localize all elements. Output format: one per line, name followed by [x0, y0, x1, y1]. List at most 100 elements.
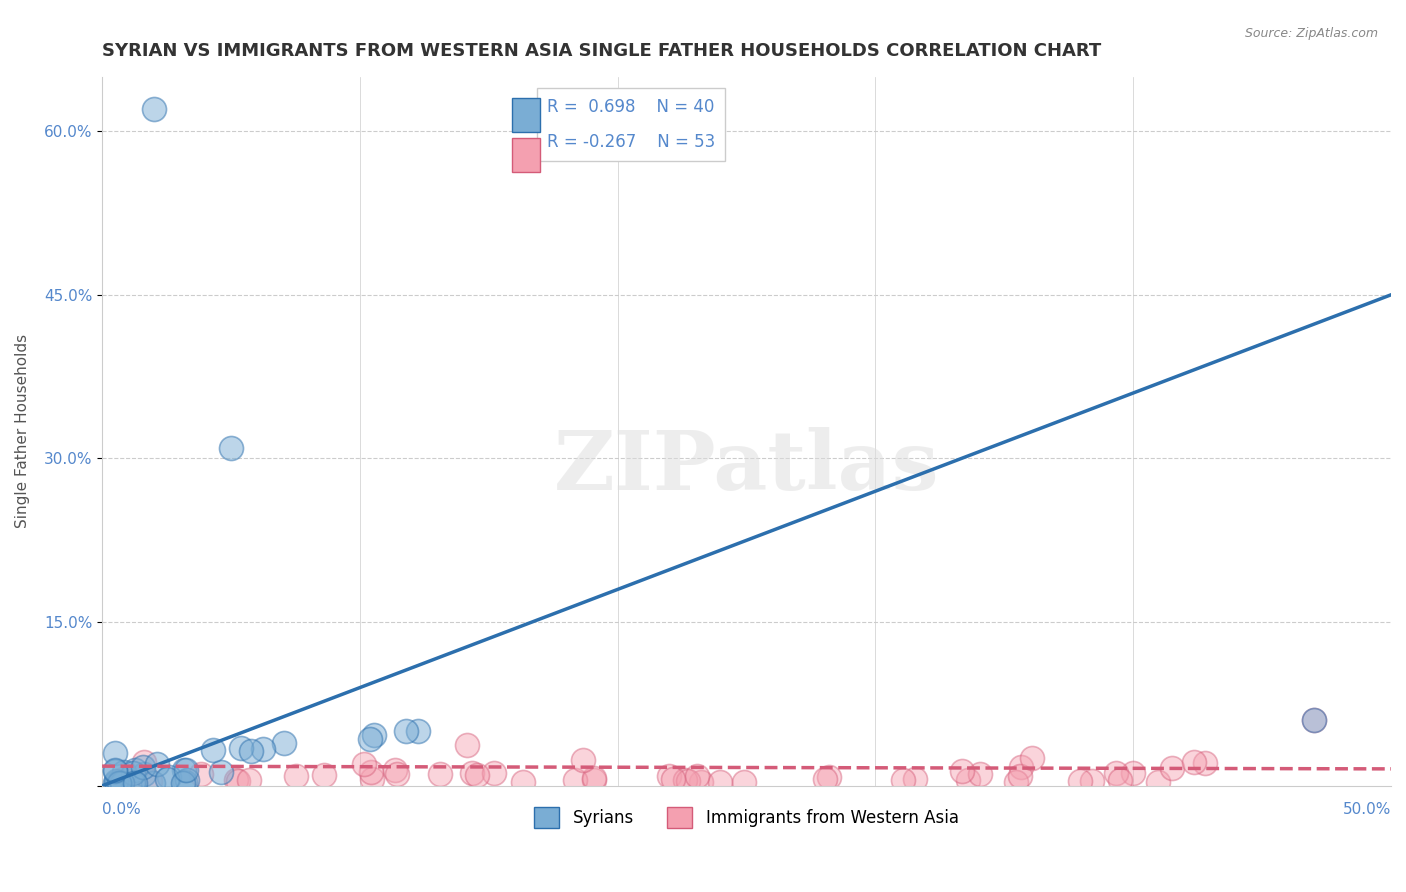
Point — [658, 769, 681, 783]
Point — [228, 773, 250, 788]
Point — [686, 769, 709, 783]
Point — [132, 760, 155, 774]
Point — [512, 774, 534, 789]
Point — [314, 768, 336, 782]
Point — [219, 441, 242, 455]
Text: Source: ZipAtlas.com: Source: ZipAtlas.com — [1244, 27, 1378, 40]
Point — [111, 772, 134, 786]
Point — [817, 770, 839, 784]
Point — [110, 775, 132, 789]
Point — [1302, 714, 1324, 728]
Point — [225, 773, 247, 788]
Point — [460, 766, 482, 780]
Point — [104, 764, 127, 778]
Point — [582, 771, 605, 785]
Point — [142, 103, 165, 117]
Point — [673, 773, 696, 788]
Point — [814, 772, 837, 786]
Point — [132, 755, 155, 769]
Point — [1161, 761, 1184, 775]
Point — [690, 775, 713, 789]
Point — [457, 739, 479, 753]
Point — [124, 775, 146, 789]
Point — [360, 765, 382, 780]
Point — [429, 766, 451, 780]
Point — [122, 765, 145, 780]
Point — [1302, 714, 1324, 728]
Point — [124, 764, 146, 778]
Point — [111, 775, 134, 789]
Point — [146, 757, 169, 772]
Point — [709, 775, 731, 789]
Point — [1005, 775, 1028, 789]
Point — [482, 766, 505, 780]
Point — [122, 775, 145, 789]
Point — [139, 774, 162, 789]
Point — [1182, 756, 1205, 770]
Point — [104, 746, 127, 760]
Text: SYRIAN VS IMMIGRANTS FROM WESTERN ASIA SINGLE FATHER HOUSEHOLDS CORRELATION CHAR: SYRIAN VS IMMIGRANTS FROM WESTERN ASIA S… — [103, 42, 1101, 60]
Point — [104, 775, 127, 789]
Point — [353, 757, 375, 772]
Point — [1021, 751, 1043, 765]
Point — [1122, 765, 1144, 780]
Point — [156, 772, 179, 786]
Point — [583, 772, 606, 787]
Point — [173, 763, 195, 777]
Point — [229, 741, 252, 756]
Point — [467, 768, 489, 782]
Point — [904, 772, 927, 787]
Text: 50.0%: 50.0% — [1343, 802, 1391, 817]
Point — [1010, 760, 1032, 774]
Point — [363, 728, 385, 742]
Point — [950, 764, 973, 779]
Point — [359, 731, 381, 746]
Point — [387, 766, 409, 780]
Point — [157, 771, 180, 785]
Point — [957, 772, 980, 787]
Point — [284, 769, 307, 783]
Point — [384, 763, 406, 777]
Point — [202, 743, 225, 757]
Point — [1081, 773, 1104, 788]
Point — [112, 764, 135, 779]
Point — [176, 763, 198, 777]
FancyBboxPatch shape — [512, 138, 540, 172]
Point — [110, 775, 132, 789]
Point — [174, 775, 197, 789]
Point — [108, 775, 131, 789]
Point — [661, 772, 683, 786]
Point — [676, 774, 699, 789]
Point — [1010, 769, 1032, 783]
Point — [1069, 774, 1091, 789]
Point — [1108, 773, 1130, 788]
Point — [733, 775, 755, 789]
Text: 0.0%: 0.0% — [103, 802, 141, 817]
Text: ZIPatlas: ZIPatlas — [554, 426, 939, 507]
Point — [172, 775, 194, 789]
Point — [134, 766, 156, 780]
Point — [273, 736, 295, 750]
Y-axis label: Single Father Households: Single Father Households — [15, 334, 30, 528]
Point — [107, 775, 129, 789]
Point — [142, 775, 165, 789]
Point — [1146, 774, 1168, 789]
Point — [1105, 765, 1128, 780]
Point — [176, 772, 198, 787]
Point — [209, 764, 232, 779]
Point — [252, 742, 274, 756]
Point — [891, 773, 914, 788]
Point — [406, 724, 429, 739]
Point — [360, 772, 382, 786]
Point — [572, 753, 595, 767]
FancyBboxPatch shape — [512, 98, 540, 132]
Text: R =  0.698    N = 40
R = -0.267    N = 53: R = 0.698 N = 40 R = -0.267 N = 53 — [547, 98, 716, 151]
Point — [104, 763, 127, 777]
Point — [240, 744, 263, 758]
Point — [107, 775, 129, 789]
Point — [969, 767, 991, 781]
Point — [1194, 756, 1216, 770]
Point — [564, 773, 586, 788]
Point — [190, 766, 212, 780]
Point — [395, 724, 418, 739]
